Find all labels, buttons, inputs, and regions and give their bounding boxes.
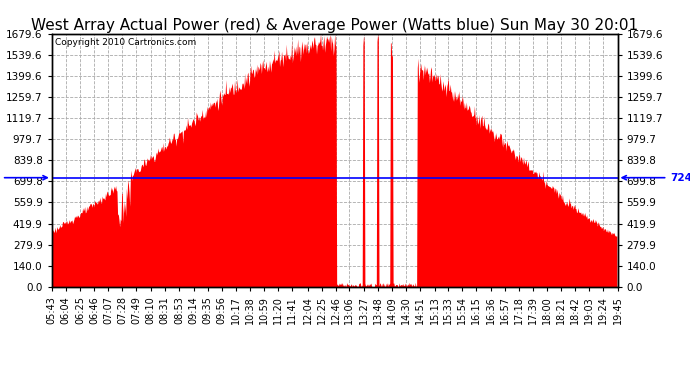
- Title: West Array Actual Power (red) & Average Power (Watts blue) Sun May 30 20:01: West Array Actual Power (red) & Average …: [31, 18, 638, 33]
- Text: 724.48: 724.48: [622, 173, 690, 183]
- Text: 724.48: 724.48: [0, 173, 47, 183]
- Text: Copyright 2010 Cartronics.com: Copyright 2010 Cartronics.com: [55, 38, 196, 46]
